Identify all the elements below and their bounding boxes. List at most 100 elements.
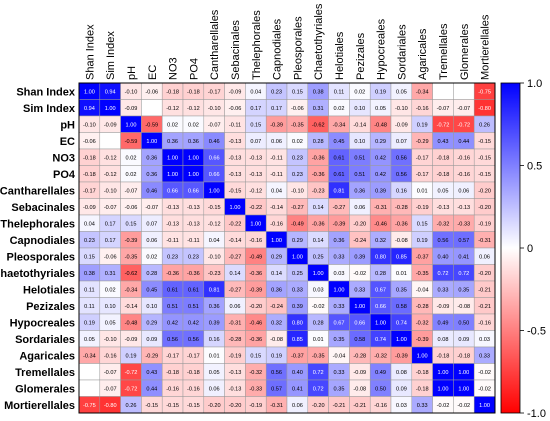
cell-value-label: -0.32 (249, 370, 262, 376)
cell-value-label: -0.31 (229, 320, 242, 326)
row-label: Chaetothyriales (0, 268, 75, 280)
cell-value-label: 0.29 (375, 139, 386, 145)
column-label: Sim Index (105, 31, 117, 80)
cell-value-label: 0.57 (458, 238, 469, 244)
cell-value-label: -0.15 (145, 403, 158, 409)
cell-value-label: 0.28 (146, 271, 157, 277)
cell-value-label: -0.32 (437, 221, 450, 227)
cell-value-label: 0.09 (146, 337, 157, 343)
row-label: Sordariales (15, 334, 75, 346)
cell-value-label: -0.07 (208, 122, 221, 128)
cell-value-label: 0.02 (126, 155, 137, 161)
cell-value-label: -0.34 (416, 89, 429, 95)
cell-value-label: -0.17 (166, 353, 179, 359)
cell-value-label: -0.02 (478, 386, 491, 392)
cell-value-label: -0.35 (416, 271, 429, 277)
cell-value-label: 0.26 (479, 122, 490, 128)
cell-value-label: 1.00 (313, 271, 324, 277)
cell-value-label: -0.07 (104, 370, 117, 376)
cell-value-label: -0.13 (229, 370, 242, 376)
cell-value-label: 0.32 (271, 320, 282, 326)
cell-value-label: 0.07 (396, 139, 407, 145)
cell-value-label: 0.36 (146, 155, 157, 161)
cell-value-label: 1.00 (250, 221, 261, 227)
cell-value-label: -0.09 (395, 122, 408, 128)
cell-value-label: -0.36 (312, 172, 325, 178)
cell-value-label: 0.04 (250, 89, 261, 95)
cell-value-label: -0.16 (270, 221, 283, 227)
cell-value-label: 1.00 (167, 172, 178, 178)
column-label: Helotiales (334, 31, 346, 80)
cell-value-label: -0.16 (166, 386, 179, 392)
cell-value-label: -0.10 (125, 89, 138, 95)
cell-value-label: -0.19 (478, 221, 491, 227)
cell-value-label: -0.10 (104, 337, 117, 343)
cell-value-label: 0.28 (313, 320, 324, 326)
cell-value-label: 0.49 (375, 370, 386, 376)
cell-value-label: 0.32 (375, 238, 386, 244)
cell-value-label: 0.19 (126, 353, 137, 359)
cell-value-label: 1.00 (334, 287, 345, 293)
column-label: PO4 (188, 58, 200, 80)
cell-value-label: -0.19 (416, 205, 429, 211)
cell-value-label: -0.16 (416, 106, 429, 112)
cell-value-label: -0.08 (395, 238, 408, 244)
cell-value-label: -0.75 (83, 403, 96, 409)
cell-value-label: 0.50 (458, 320, 469, 326)
cell-value-label: 0.56 (271, 370, 282, 376)
cell-value-label: -0.20 (208, 403, 221, 409)
cell-value-label: 0.23 (188, 254, 199, 260)
row-label: Agaricales (19, 350, 75, 362)
cell-value-label: -0.17 (83, 188, 96, 194)
cell-value-label: -0.08 (457, 304, 470, 310)
cell-value-label: 0.61 (167, 287, 178, 293)
cell-value-label: -0.31 (270, 403, 283, 409)
cell-value-label: -0.13 (437, 205, 450, 211)
cell-value-label: 0.42 (188, 320, 199, 326)
cell-value-label: 0.61 (334, 172, 345, 178)
cell-value-label: 0.36 (167, 139, 178, 145)
cell-value-label: 0.14 (313, 205, 324, 211)
cell-value-label: -0.18 (457, 353, 470, 359)
cell-value-label: 0.33 (479, 353, 490, 359)
cell-value-label: 0.10 (354, 106, 365, 112)
cell-value-label: 0.51 (354, 172, 365, 178)
cell-value-label: -0.07 (437, 106, 450, 112)
row-label: Glomerales (15, 383, 75, 395)
row-label: Shan Index (16, 86, 76, 98)
grid-border (78, 82, 496, 414)
column-label: pH (126, 66, 138, 80)
row-label: Capnodiales (10, 235, 75, 247)
cell-value-label: -0.39 (270, 122, 283, 128)
cell-value-label: 0.39 (209, 320, 220, 326)
cell-value-label: 0.03 (479, 337, 490, 343)
cell-value-label: 0.17 (250, 106, 261, 112)
cell-value-label: -0.34 (333, 122, 346, 128)
cell-value-label: -0.15 (187, 403, 200, 409)
cell-value-label: -0.72 (457, 122, 470, 128)
cell-value-label: -0.11 (270, 172, 282, 178)
cell-value-label: 0.15 (292, 89, 303, 95)
cell-value-label: -0.62 (312, 122, 325, 128)
cell-value-label: 0.66 (209, 172, 220, 178)
cell-value-label: 0.46 (146, 188, 157, 194)
cell-value-label: 0.56 (396, 155, 407, 161)
cell-value-label: -0.15 (229, 188, 242, 194)
cell-value-label: 0.81 (334, 188, 345, 194)
cell-value-label: 0.66 (167, 188, 178, 194)
cell-value-label: 0.61 (334, 155, 345, 161)
row-label: Sebacinales (11, 202, 75, 214)
cell-value-label: -0.18 (416, 386, 429, 392)
cell-value-label: 0.31 (105, 271, 116, 277)
cell-value-label: -0.11 (270, 155, 282, 161)
cell-value-label: -0.34 (125, 287, 138, 293)
cell-value-label: 0.29 (292, 238, 303, 244)
column-label: Sordariales (396, 24, 408, 80)
cell-value-label: -0.46 (374, 221, 387, 227)
cell-value-label: 0.01 (209, 353, 220, 359)
row-label: Thelephorales (0, 218, 75, 230)
cell-value-label: 0.29 (146, 320, 157, 326)
column-label: Shan Index (84, 24, 96, 80)
cell-value-label: 0.11 (84, 304, 94, 310)
